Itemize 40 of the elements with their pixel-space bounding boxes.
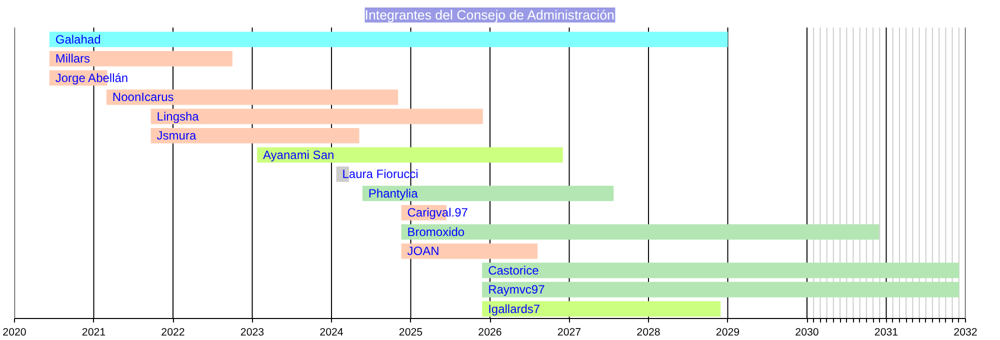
y-tick-label: Phantylia xyxy=(368,186,418,200)
y-tick-label: Jorge Abellán xyxy=(55,70,128,85)
bar xyxy=(257,147,563,163)
y-tick-label: JOAN xyxy=(407,244,440,258)
y-tick-label: Galahad xyxy=(55,32,101,46)
bar xyxy=(150,128,360,144)
y-tick-label: Millars xyxy=(55,52,90,66)
bar xyxy=(482,262,960,278)
x-tick-label: 2027 xyxy=(557,326,582,338)
x-tick-label: 2030 xyxy=(795,326,819,338)
bar xyxy=(49,32,728,48)
y-tick-label: Ayanami San xyxy=(263,148,334,162)
x-tick-label: 2025 xyxy=(398,326,423,338)
bar xyxy=(150,108,483,124)
y-tick-label: Lingsha xyxy=(156,109,200,124)
x-tick-label: 2021 xyxy=(82,326,106,338)
y-tick-label: Bromoxido xyxy=(407,224,465,239)
y-tick-label: Raymvc97 xyxy=(488,282,546,297)
x-tick-label: 2032 xyxy=(954,326,978,338)
x-tick-label: 2020 xyxy=(2,326,26,338)
y-tick-label: Jsmura xyxy=(156,128,196,143)
x-tick-label: 2028 xyxy=(636,326,660,338)
x-tick-label: 2022 xyxy=(161,326,185,338)
bar xyxy=(106,89,398,105)
bar xyxy=(482,282,960,298)
x-tick-label: 2029 xyxy=(716,326,740,338)
x-tick-label: 2024 xyxy=(320,326,344,338)
y-tick-label: NoonIcarus xyxy=(112,90,174,104)
y-tick-label: Igallards7 xyxy=(488,302,540,316)
chart-title: Integrantes del Consejo de Administración xyxy=(364,8,614,22)
x-tick-label: 2026 xyxy=(478,326,502,338)
bar xyxy=(401,224,880,240)
y-tick-label: Castorice xyxy=(488,263,540,278)
bar xyxy=(482,301,721,317)
x-tick-label: 2031 xyxy=(874,326,898,338)
bar xyxy=(362,186,614,202)
y-tick-label: Carigval.97 xyxy=(407,206,468,220)
bar xyxy=(49,50,232,66)
bar xyxy=(401,243,538,259)
x-tick-label: 2023 xyxy=(240,326,264,338)
